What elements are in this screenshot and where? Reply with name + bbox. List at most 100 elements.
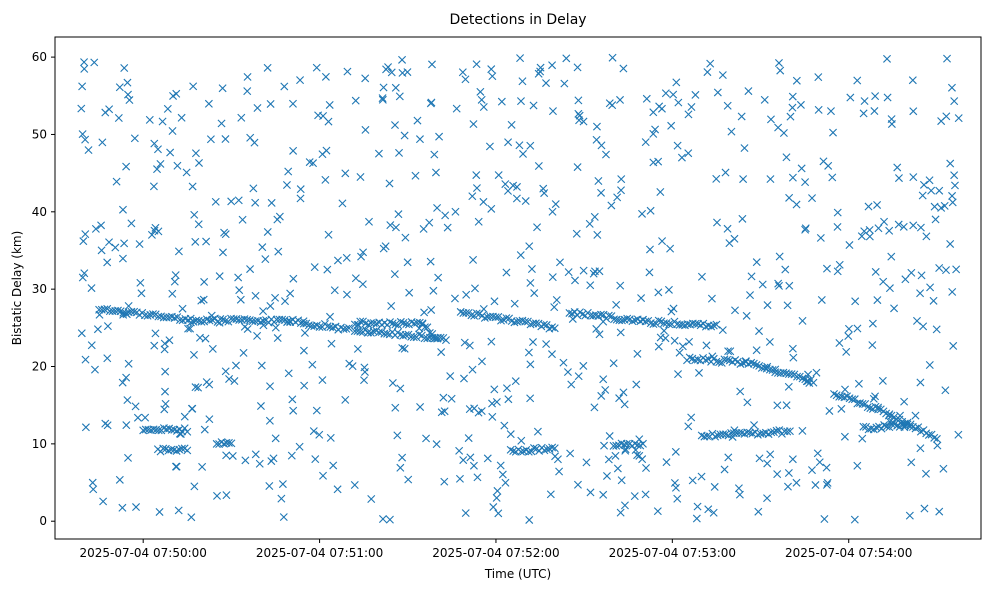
detection-marker — [401, 233, 410, 242]
detection-marker — [271, 293, 280, 302]
detection-marker — [221, 135, 230, 144]
detection-marker — [661, 334, 670, 343]
x-tick-label: 2025-07-04 07:50:00 — [79, 546, 206, 560]
detection-marker — [766, 450, 775, 459]
detection-marker — [205, 316, 214, 325]
detection-marker — [604, 455, 613, 464]
detection-marker — [145, 115, 154, 124]
detection-marker — [942, 266, 951, 275]
detection-marker — [573, 480, 582, 489]
detection-marker — [127, 219, 136, 228]
detection-marker — [575, 116, 584, 125]
detection-marker — [400, 131, 409, 140]
detection-marker — [542, 321, 551, 330]
detection-marker — [638, 455, 647, 464]
detection-marker — [935, 507, 944, 516]
detection-marker — [103, 322, 112, 331]
detection-marker — [948, 287, 957, 296]
detection-marker — [378, 95, 387, 104]
detection-marker — [180, 424, 189, 433]
detection-marker — [530, 289, 539, 298]
detection-marker — [874, 224, 883, 233]
detection-marker — [497, 316, 505, 325]
detection-marker — [447, 394, 456, 403]
detection-marker — [278, 480, 287, 489]
detection-marker — [854, 379, 863, 388]
detection-marker — [952, 265, 961, 274]
detection-marker — [78, 82, 87, 91]
detection-marker — [724, 347, 733, 356]
detection-marker — [512, 194, 521, 203]
detection-marker — [231, 361, 240, 370]
detection-marker — [615, 394, 624, 403]
detection-marker — [550, 324, 559, 333]
detection-marker — [241, 456, 250, 465]
detection-marker — [239, 348, 248, 357]
detection-marker — [243, 87, 252, 96]
detection-marker — [91, 224, 100, 233]
detection-marker — [81, 135, 90, 144]
detection-marker — [954, 430, 963, 439]
detection-marker — [916, 444, 925, 453]
detection-marker — [159, 444, 168, 453]
detection-marker — [654, 316, 663, 325]
detection-marker — [775, 281, 783, 290]
detection-marker — [922, 232, 931, 241]
detection-marker — [228, 451, 237, 460]
detection-marker — [883, 54, 891, 63]
detection-marker — [479, 102, 488, 111]
detection-marker — [593, 230, 602, 239]
detection-marker — [517, 447, 526, 456]
detection-marker — [793, 372, 802, 381]
detection-marker — [353, 344, 362, 353]
detection-marker — [649, 129, 658, 138]
detection-marker — [161, 367, 170, 376]
detection-marker — [466, 453, 475, 462]
detection-marker — [620, 501, 629, 510]
detection-marker — [288, 99, 297, 108]
detection-marker — [221, 367, 230, 376]
detection-marker — [599, 375, 608, 384]
detection-marker — [868, 341, 877, 350]
detection-marker — [692, 514, 701, 523]
detection-marker — [177, 113, 186, 122]
detection-marker — [841, 385, 850, 394]
detection-marker — [911, 424, 920, 433]
detection-marker — [299, 319, 308, 328]
detection-marker — [172, 89, 181, 98]
detection-marker — [323, 265, 332, 274]
detection-marker — [950, 181, 959, 190]
detection-marker — [125, 96, 134, 105]
detection-marker — [548, 323, 557, 332]
marker-layer — [77, 53, 963, 524]
detection-marker — [472, 60, 481, 69]
detection-marker — [236, 295, 245, 304]
detection-marker — [736, 387, 745, 396]
detection-marker — [156, 159, 165, 168]
detection-marker — [783, 427, 792, 436]
detection-marker — [525, 515, 534, 524]
detection-marker — [391, 403, 400, 412]
detection-marker — [784, 382, 793, 391]
detection-marker — [723, 224, 732, 233]
detection-marker — [786, 112, 795, 121]
detection-marker — [909, 173, 918, 182]
detection-marker — [908, 76, 917, 85]
detection-marker — [427, 60, 436, 69]
detection-marker — [684, 110, 693, 119]
detection-marker — [461, 75, 470, 84]
detection-marker — [469, 255, 478, 264]
detection-marker — [932, 434, 941, 443]
detection-marker — [308, 360, 317, 369]
detection-marker — [807, 466, 816, 475]
detection-marker — [401, 330, 410, 339]
detection-marker — [864, 202, 873, 211]
detection-marker — [197, 317, 206, 326]
detection-marker — [235, 286, 244, 295]
detection-marker — [893, 421, 902, 430]
detection-marker — [801, 178, 810, 187]
detection-marker — [950, 97, 959, 106]
detection-marker — [662, 458, 671, 467]
detection-marker — [638, 209, 647, 218]
detection-marker — [814, 105, 823, 114]
